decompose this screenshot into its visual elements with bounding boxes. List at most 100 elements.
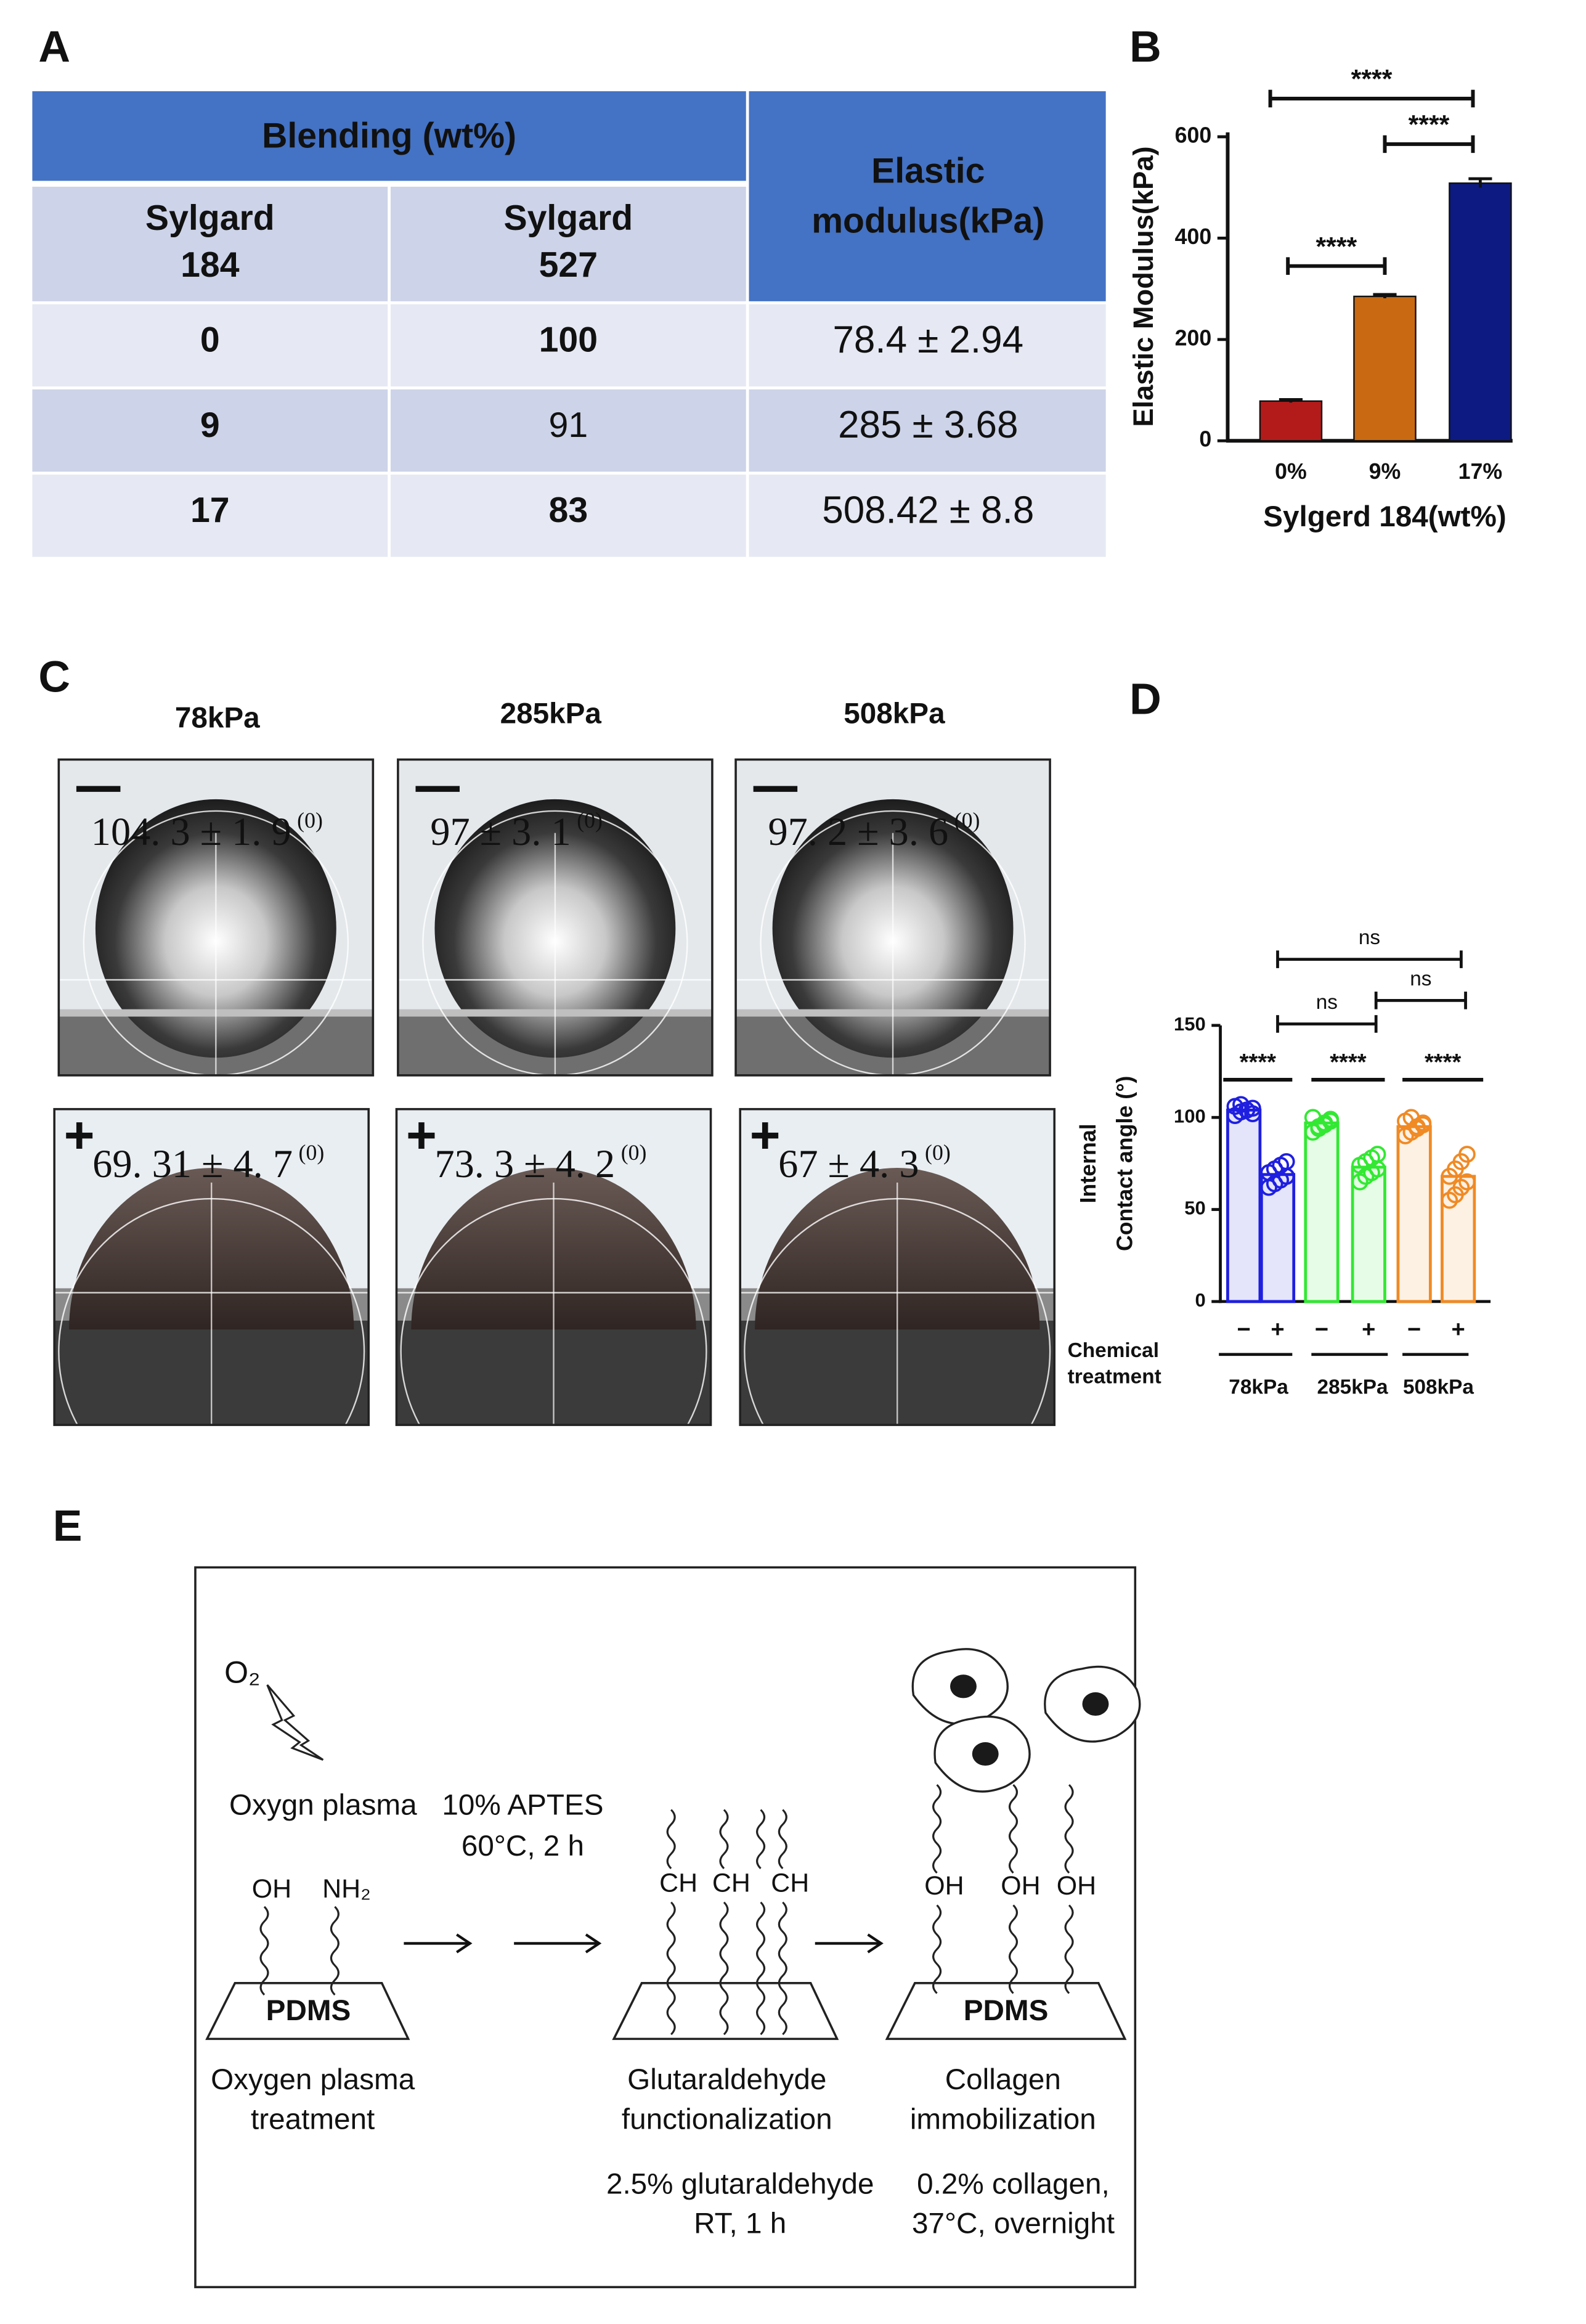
bar [1259, 400, 1323, 442]
chemical-group: OH [252, 1874, 291, 1904]
data-point [1244, 1105, 1261, 1123]
table-header: 527 [539, 245, 598, 285]
comparison-label: ns [1410, 968, 1431, 990]
significance-label: **** [1425, 1049, 1462, 1075]
angle-unit: (0) [621, 1140, 647, 1165]
step-text: 10% APTES [442, 1788, 603, 1821]
data-point [1232, 1096, 1250, 1114]
step-condition: RT, 1 h [694, 2208, 786, 2240]
x-axis-label: treatment [1068, 1366, 1161, 1388]
table-value: 78.4 ± 2.94 [832, 319, 1023, 361]
chemical-group: CH [659, 1868, 697, 1898]
column-label: 78kPa [175, 702, 260, 735]
step-caption: Glutaraldehyde [627, 2063, 826, 2096]
chain [330, 1906, 340, 1996]
header-cell [32, 91, 746, 181]
arrow-head [867, 1933, 884, 1954]
y-axis-label: Internal [1076, 1123, 1100, 1203]
x-tick-label: + [1362, 1316, 1375, 1343]
table-value: 91 [549, 406, 588, 445]
x-tick-label: 17% [1458, 459, 1503, 484]
gas-label: O₂ [224, 1655, 260, 1690]
table-cell [390, 389, 746, 472]
table-value: 0 [200, 320, 220, 360]
column-label: 285kPa [500, 698, 602, 730]
contact-angle: 67 ± 4. 3 [778, 1142, 919, 1186]
error-bar [1279, 398, 1303, 403]
contact-angle: 73. 3 ± 4. 2 [434, 1142, 615, 1186]
table-header: Elastic [871, 152, 985, 191]
y-tick-label: 100 [1174, 1105, 1206, 1127]
significance-label: **** [1409, 110, 1450, 140]
panel-label: B [1129, 22, 1161, 71]
chemical-group: CH [712, 1868, 750, 1898]
step-caption: treatment [251, 2103, 375, 2135]
data-point [1277, 1153, 1295, 1170]
bar [1396, 1125, 1432, 1303]
data-point [1414, 1114, 1432, 1131]
step-text: 60°C, 2 h [462, 1830, 584, 1862]
data-point [1458, 1173, 1476, 1191]
nucleus [950, 1674, 977, 1698]
chemical-group: OH [924, 1871, 964, 1901]
photo-border [57, 758, 375, 1077]
panel-label: D [1129, 674, 1161, 724]
arrow-head [456, 1933, 473, 1954]
chain [756, 1809, 766, 1869]
error-bar [1468, 177, 1492, 188]
chain [778, 1901, 787, 2036]
chain [756, 1901, 766, 2036]
step-condition: 0.2% collagen, [917, 2167, 1110, 2200]
data-point [1458, 1146, 1476, 1163]
substrate-label: PDMS [964, 1994, 1049, 2027]
significance-label: **** [1316, 232, 1357, 261]
step-caption: Collagen [945, 2063, 1061, 2096]
photo-border [734, 758, 1051, 1077]
chain [932, 1904, 942, 1994]
chain [719, 1901, 729, 2036]
y-axis-label: Elastic Modulus(kPa) [1128, 146, 1159, 426]
x-tick-label: 9% [1369, 459, 1401, 484]
x-tick-label: − [1237, 1316, 1251, 1343]
bar [1351, 1165, 1386, 1303]
data-point [1351, 1173, 1368, 1191]
header-cell [749, 91, 1106, 301]
significance-label: **** [1240, 1049, 1277, 1075]
x-axis-label: Chemical [1068, 1339, 1159, 1362]
step-caption: immobilization [910, 2103, 1096, 2135]
table-value: 9 [200, 406, 220, 445]
chain [932, 1784, 942, 1874]
table-header: Sylgard [503, 198, 633, 238]
y-tick-label: 200 [1175, 325, 1212, 350]
chain [1064, 1904, 1074, 1994]
photo-border [53, 1107, 370, 1426]
bar [1353, 295, 1417, 442]
table-value: 17 [190, 491, 230, 530]
chain [259, 1906, 269, 1996]
x-axis-label: Sylgerd 184(wt%) [1263, 500, 1507, 533]
substrate [885, 1981, 1127, 2041]
y-tick-label: 400 [1175, 224, 1212, 249]
substrate [612, 1981, 839, 2041]
arrow-head [585, 1933, 602, 1954]
angle-unit: (0) [954, 808, 980, 833]
chain [666, 1809, 676, 1869]
group-label: 285kPa [1317, 1376, 1388, 1398]
y-tick-label: 600 [1175, 123, 1212, 147]
contact-angle: 69. 31 ± 4. 7 [92, 1142, 293, 1186]
chemical-group: CH [771, 1868, 809, 1898]
table-value: 508.42 ± 8.8 [822, 489, 1034, 531]
table-cell [390, 475, 746, 557]
contact-angle: 97 ± 3. 1 [430, 810, 571, 854]
panel-label: C [38, 653, 70, 702]
angle-unit: (0) [577, 808, 603, 833]
x-tick-label: 0% [1275, 459, 1307, 484]
photo-border [395, 1107, 712, 1426]
chain [1009, 1904, 1018, 1994]
contact-angle: 104. 3 ± 1. 9 [91, 810, 291, 854]
table-cell [749, 475, 1106, 557]
table-cell [32, 304, 388, 387]
chemical-group: OH [1001, 1871, 1040, 1901]
